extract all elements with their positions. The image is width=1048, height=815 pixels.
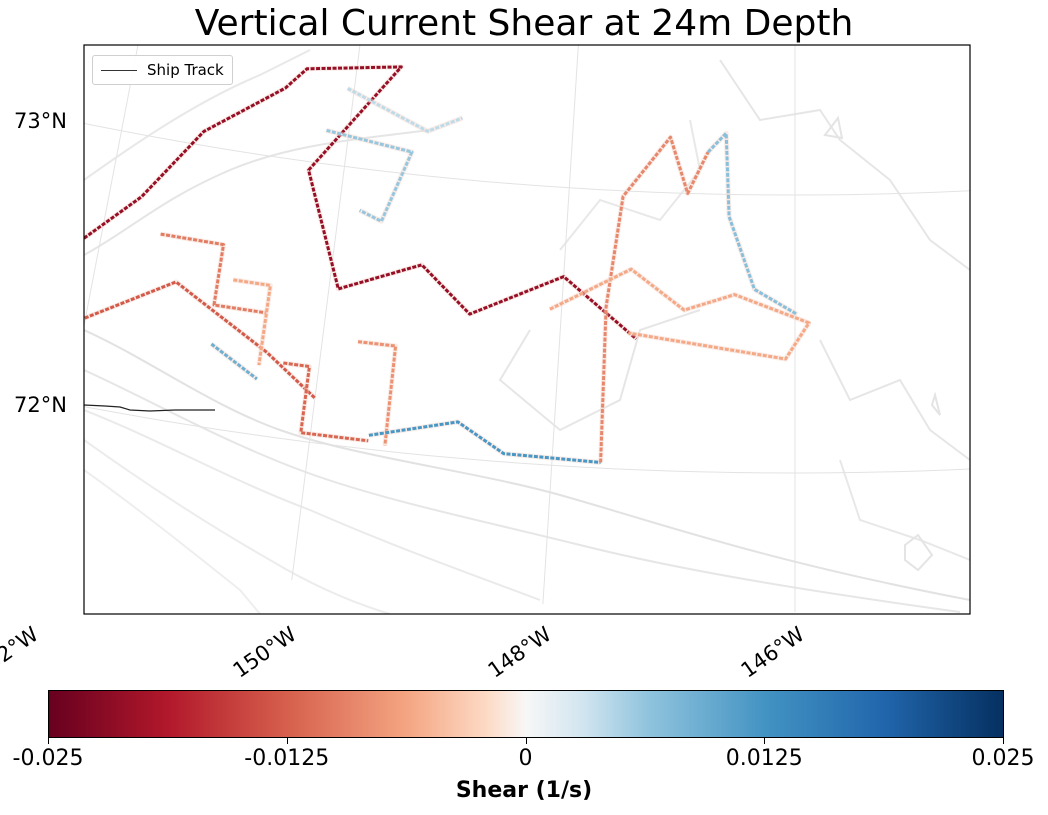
legend-line-swatch	[101, 69, 137, 71]
bathymetry-contour	[930, 391, 941, 416]
colorbar-tick-label: -0.025	[12, 746, 84, 771]
ship-track-segment	[0, 207, 24, 230]
ship-track-segment	[326, 128, 414, 223]
map-frame	[83, 44, 971, 615]
ship-track-halo	[0, 207, 24, 230]
bathymetry-contour	[84, 439, 391, 614]
ship-track-segment	[160, 232, 267, 315]
bathymetry-contour	[84, 329, 970, 601]
meridian-line	[291, 45, 361, 581]
legend: Ship Track	[92, 55, 233, 85]
bathymetry-contour	[904, 533, 934, 572]
ship-track-segment	[549, 267, 811, 361]
colorbar-tick-label: 0	[518, 746, 533, 771]
bathymetry-contour	[498, 309, 701, 432]
ship-track-segment	[706, 131, 799, 316]
ship-track-segment	[368, 420, 601, 464]
colorbar-tick	[525, 738, 527, 744]
map-background	[84, 45, 970, 614]
colorbar-tick	[764, 738, 766, 744]
bathymetry-contour	[559, 119, 702, 251]
chart-title: Vertical Current Shear at 24m Depth	[194, 3, 854, 44]
ship-track-segment	[0, 242, 30, 339]
bathymetry-contour	[719, 59, 970, 271]
colorbar-tick-label: 0.0125	[725, 746, 803, 771]
colorbar-tick	[286, 738, 288, 744]
ship-track-segment	[357, 340, 398, 446]
legend-label-ship-track: Ship Track	[147, 61, 224, 79]
parallel-line	[84, 406, 970, 474]
bathymetry-contour	[84, 49, 311, 181]
ship-track-segment	[346, 87, 464, 133]
ship-track-segment	[210, 342, 258, 381]
bathymetry-contour	[839, 459, 970, 561]
latitude-tick-label: 73°N	[14, 109, 67, 134]
colorbar-tick	[48, 738, 49, 744]
coastline	[83, 404, 215, 412]
ship-track-segment	[233, 278, 272, 366]
ship-track-halo	[0, 242, 30, 339]
colorbar-tick-label: 0.025	[971, 746, 1035, 771]
bathymetry-contour	[84, 469, 261, 614]
ship-track-segment	[283, 361, 369, 443]
colorbar	[48, 690, 1004, 738]
meridian-line	[542, 45, 579, 605]
bathymetry-contours	[84, 49, 970, 614]
latitude-tick-label: 72°N	[14, 392, 67, 417]
ship-track-segment	[599, 135, 710, 463]
colorbar-tick	[1003, 738, 1004, 744]
colorbar-label: Shear (1/s)	[455, 778, 593, 803]
bathymetry-contour	[823, 115, 844, 140]
bathymetry-contour	[819, 339, 970, 461]
colorbar-tick-label: -0.0125	[244, 746, 330, 771]
ship-track-segment	[84, 280, 317, 400]
bathymetry-contour	[84, 409, 541, 601]
